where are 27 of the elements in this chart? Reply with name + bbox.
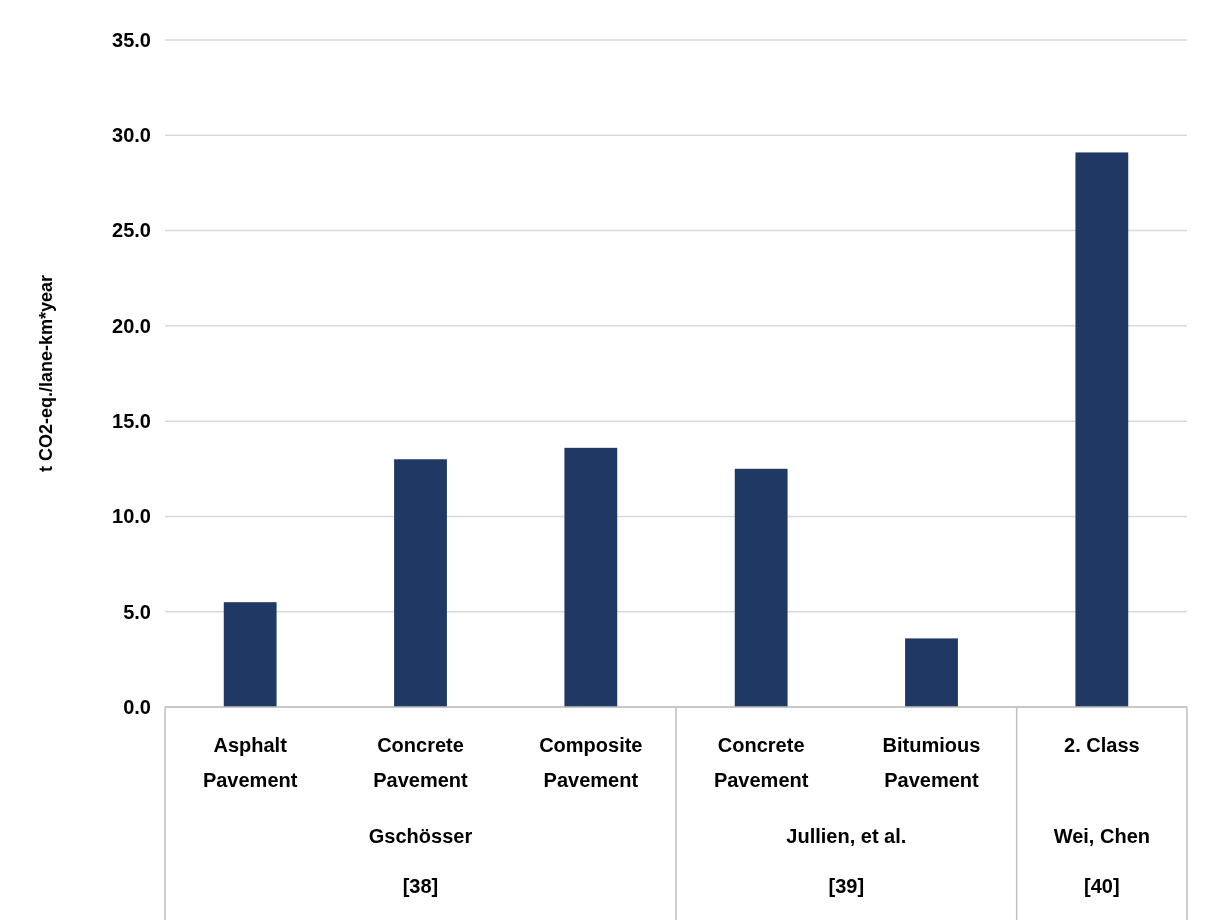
y-tick-label: 0.0	[123, 695, 151, 718]
y-tick-label: 35.0	[112, 28, 151, 51]
bar	[734, 468, 788, 707]
x-tick-label: 2. Class	[1064, 734, 1140, 756]
bar	[394, 459, 447, 707]
x-tick-label: Composite Pavement	[539, 734, 643, 791]
text: [38]	[402, 875, 439, 897]
x-tick-label: Concrete Pavement	[713, 734, 809, 791]
y-axis-title: t CO2-eq./lane-km*year	[36, 274, 56, 473]
y-tick-label: 10.0	[112, 505, 151, 528]
bar	[223, 602, 277, 707]
text: [39]	[828, 875, 865, 897]
y-tick-label: 25.0	[112, 219, 151, 242]
y-tick-label: 20.0	[112, 314, 151, 337]
bar	[905, 638, 958, 707]
text: Jullien, et al.	[786, 825, 907, 847]
y-tick-label: 15.0	[112, 410, 151, 433]
text: Wei, Chen	[1053, 825, 1150, 847]
bar	[564, 447, 618, 707]
text: [40]	[1084, 875, 1120, 897]
x-tick-label: Asphalt Pavement	[202, 734, 298, 791]
text: Gschösser	[368, 825, 473, 847]
x-tick-label: Concrete Pavement	[373, 734, 469, 791]
y-tick-label: 5.0	[123, 600, 151, 623]
bar	[1075, 152, 1129, 707]
y-tick-label: 30.0	[112, 124, 151, 147]
x-tick-label: Bitumious Pavement	[882, 734, 981, 791]
